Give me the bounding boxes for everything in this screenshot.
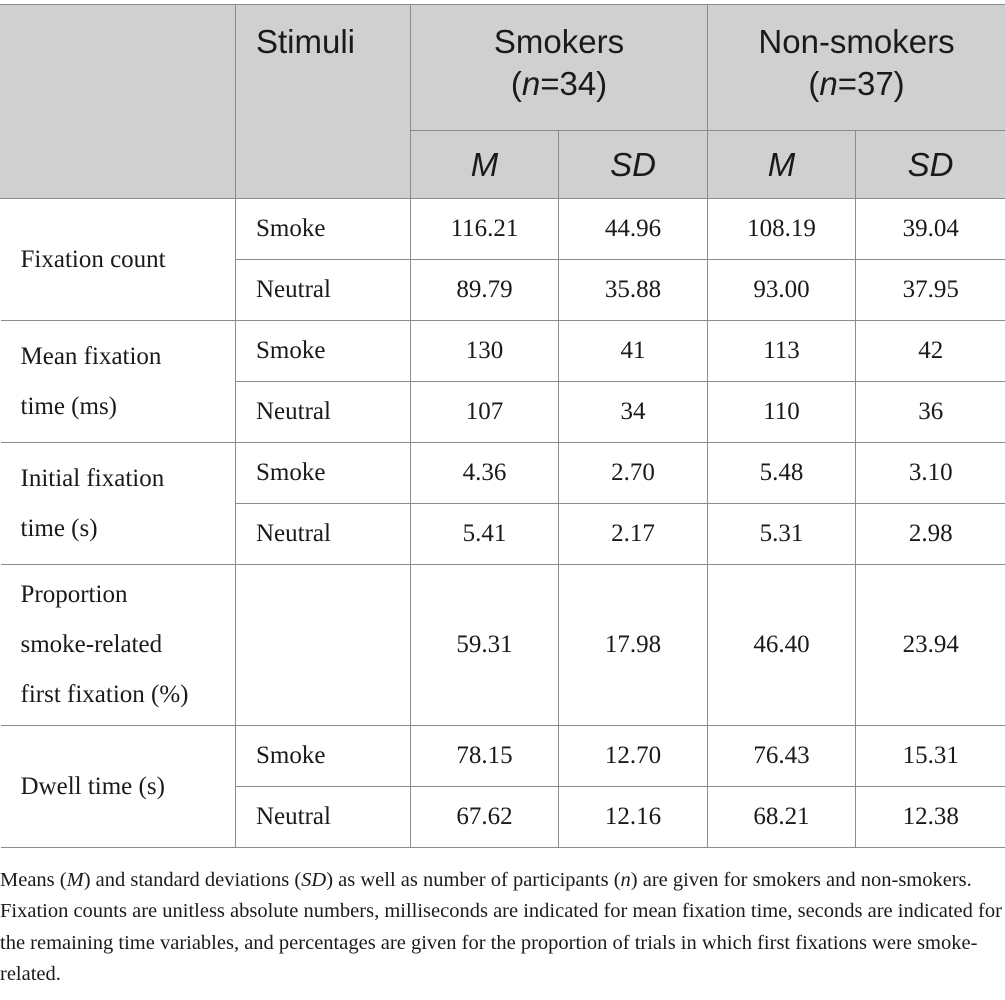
stimulus-cell-empty — [235, 564, 411, 726]
corner-header-cell — [0, 4, 236, 199]
value-cell: 3.10 — [855, 442, 1005, 504]
variable-label: Initial fixation time (s) — [0, 442, 236, 565]
footnote-text: Means ( — [0, 868, 67, 891]
footnote-m-symbol: M — [66, 868, 84, 891]
value-cell: 67.62 — [410, 786, 559, 848]
value-cell: 41 — [557, 320, 709, 382]
value-cell: 2.98 — [855, 503, 1005, 565]
value-cell: 44.96 — [557, 198, 709, 260]
value-cell: 108.19 — [707, 198, 857, 260]
table-row: Dwell time (s) Smoke 78.15 12.70 76.43 1… — [0, 725, 1005, 848]
stimulus-cell: Smoke — [235, 320, 411, 382]
value-cell: 46.40 — [707, 564, 857, 726]
nonsmokers-n-prefix: ( — [808, 65, 820, 102]
table-footnote: Means (M) and standard deviations (SD) a… — [0, 865, 1005, 991]
table-row: Proportion smoke-related first fixation … — [0, 564, 1005, 726]
results-table: Stimuli Smokers (n=34) Non-smokers (n=37… — [0, 4, 1005, 848]
nonsmokers-n-var: n — [819, 65, 838, 102]
nonsmokers-m-header: M — [707, 130, 857, 199]
smokers-header: Smokers (n=34) — [409, 4, 709, 131]
value-cell: 4.36 — [410, 442, 559, 504]
stimulus-cell: Smoke — [235, 198, 411, 260]
smokers-m-header: M — [410, 130, 559, 199]
value-cell: 130 — [410, 320, 559, 382]
value-cell: 59.31 — [410, 564, 559, 726]
footnote-text: ) and standard deviations ( — [83, 868, 302, 891]
value-cell: 68.21 — [707, 786, 857, 848]
footnote-text: ) as well as number of participants ( — [326, 868, 621, 891]
variable-label-line: Proportion — [20, 581, 128, 608]
nonsmokers-n-suffix: =37) — [837, 65, 905, 102]
footnote-n-symbol: n — [620, 868, 631, 891]
value-cell: 116.21 — [410, 198, 559, 260]
table-row: Initial fixation time (s) Smoke 4.36 2.7… — [0, 442, 1005, 565]
footnote-sd-symbol: SD — [301, 868, 327, 891]
stimulus-cell: Smoke — [235, 725, 411, 787]
value-cell: 2.70 — [557, 442, 709, 504]
table-row: Mean fixation time (ms) Smoke 130 41 113… — [0, 320, 1005, 443]
value-cell: 12.70 — [557, 725, 709, 787]
header-row: Stimuli Smokers (n=34) Non-smokers (n=37… — [0, 4, 1005, 199]
stimulus-cell: Neutral — [235, 503, 411, 565]
value-cell: 107 — [410, 381, 559, 443]
table-row: Neutral 67.62 12.16 68.21 12.38 — [1, 786, 1005, 848]
table-row: Neutral 89.79 35.88 93.00 37.95 — [1, 259, 1005, 321]
value-cell: 5.48 — [707, 442, 857, 504]
value-cell: 39.04 — [855, 198, 1005, 260]
value-cell: 110 — [707, 381, 857, 443]
value-cell: 35.88 — [557, 259, 709, 321]
variable-label: Dwell time (s) — [0, 725, 236, 848]
value-cell: 12.38 — [855, 786, 1005, 848]
value-cell: 42 — [855, 320, 1005, 382]
smokers-n-suffix: =34) — [540, 65, 608, 102]
variable-label-line: Mean fixation — [20, 342, 162, 370]
stimulus-cell: Neutral — [235, 259, 411, 321]
smokers-n-var: n — [521, 65, 541, 102]
value-cell: 89.79 — [410, 259, 559, 321]
value-cell: 34 — [557, 381, 709, 443]
value-cell: 5.31 — [707, 503, 857, 565]
footnote-text: ) are given for smokers and non-smokers.… — [0, 868, 1002, 986]
smokers-name: Smokers — [493, 23, 625, 60]
value-cell: 17.98 — [557, 564, 709, 726]
variable-label-line: Initial fixation — [20, 464, 165, 492]
stimulus-cell: Neutral — [235, 786, 411, 848]
value-cell: 76.43 — [707, 725, 857, 787]
table-row: Neutral 107 34 110 36 — [1, 381, 1005, 443]
nonsmokers-sd-header: SD — [855, 130, 1005, 199]
stimulus-cell: Smoke — [235, 442, 411, 504]
variable-label: Proportion smoke-related first fixation … — [0, 564, 236, 726]
nonsmokers-header: Non-smokers (n=37) — [707, 4, 1005, 131]
smokers-n-prefix: ( — [510, 65, 522, 102]
table-row: Fixation count Smoke 116.21 44.96 108.19… — [0, 198, 1005, 321]
stimulus-cell: Neutral — [235, 381, 411, 443]
value-cell: 37.95 — [855, 259, 1005, 321]
value-cell: 2.17 — [557, 503, 709, 565]
smokers-sd-header: SD — [557, 130, 709, 199]
value-cell: 93.00 — [707, 259, 857, 321]
stimuli-header: Stimuli — [235, 4, 411, 199]
value-cell: 78.15 — [410, 725, 559, 787]
value-cell: 5.41 — [410, 503, 559, 565]
value-cell: 15.31 — [855, 725, 1005, 787]
table-row: Neutral 5.41 2.17 5.31 2.98 — [1, 503, 1005, 565]
variable-label-line: first fixation (%) — [20, 681, 189, 708]
value-cell: 23.94 — [855, 564, 1005, 726]
variable-label: Fixation count — [0, 198, 236, 321]
nonsmokers-name: Non-smokers — [758, 23, 955, 60]
variable-label: Mean fixation time (ms) — [0, 320, 236, 443]
value-cell: 36 — [855, 381, 1005, 443]
subheader-row: M SD M SD — [1, 130, 1005, 199]
variable-label-line: time (ms) — [20, 392, 118, 420]
variable-label-line: smoke-related — [20, 631, 163, 658]
variable-label-line: time (s) — [20, 514, 98, 542]
value-cell: 12.16 — [557, 786, 709, 848]
value-cell: 113 — [707, 320, 857, 382]
